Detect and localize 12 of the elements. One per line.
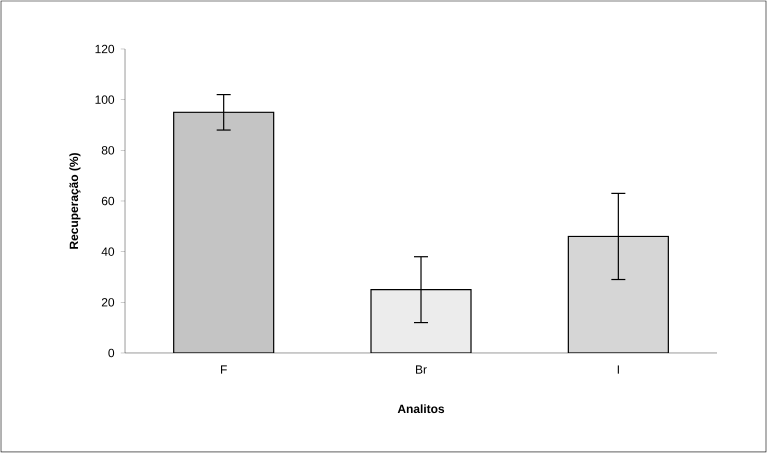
y-tick-label: 20: [102, 298, 114, 307]
x-tick-label: I: [618, 365, 619, 374]
x-axis-title: Analitos: [398, 404, 444, 414]
y-tick-label: 80: [102, 146, 114, 155]
y-tick-label: 0: [108, 348, 114, 358]
y-axis-title: Recuperação (%): [69, 153, 80, 249]
y-tick-label: 120: [96, 44, 114, 54]
x-tick-label: F: [221, 365, 227, 374]
y-tick-label: 60: [102, 196, 114, 206]
y-tick-label: 100: [96, 95, 114, 104]
y-tick-label: 40: [102, 247, 114, 256]
x-tick-label: Br: [416, 365, 427, 374]
